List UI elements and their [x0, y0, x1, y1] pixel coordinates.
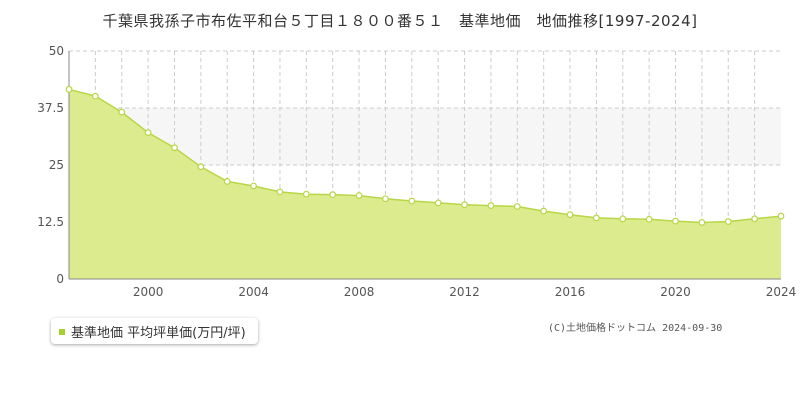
y-tick-label: 12.5 — [37, 215, 64, 229]
x-tick-label: 2024 — [766, 285, 797, 299]
data-point — [698, 219, 706, 226]
y-tick-label: 25 — [49, 158, 64, 172]
data-point — [408, 197, 416, 205]
legend[interactable]: 基準地価 平均坪単価(万円/坪) — [51, 318, 258, 344]
data-point — [645, 215, 653, 223]
data-point — [329, 191, 337, 199]
data-point — [751, 215, 759, 223]
x-tick-label: 2004 — [238, 285, 269, 299]
data-point — [513, 203, 521, 210]
legend-marker-icon — [59, 329, 65, 335]
data-point — [461, 201, 468, 209]
data-point — [619, 215, 627, 223]
data-point — [118, 108, 126, 116]
plot-band — [69, 108, 781, 165]
data-point — [487, 202, 495, 209]
data-point — [223, 178, 231, 185]
legend-label: 基準地価 平均坪単価(万円/坪) — [71, 325, 246, 341]
x-tick-label: 2008 — [344, 285, 375, 299]
data-point — [434, 199, 442, 207]
x-tick-label: 2012 — [449, 285, 480, 299]
x-tick-label: 2016 — [555, 285, 586, 299]
series-line — [68, 88, 782, 224]
data-point — [171, 144, 178, 152]
data-point — [250, 182, 257, 190]
data-point — [382, 195, 389, 203]
copyright-notice: (C)土地価格ドットコム 2024-09-30 — [548, 323, 723, 334]
y-tick-label: 0 — [56, 272, 64, 286]
x-tick-label: 2020 — [660, 285, 691, 299]
series-area — [69, 89, 781, 279]
data-point — [593, 214, 600, 222]
data-point — [777, 212, 785, 220]
data-point — [672, 217, 679, 225]
data-point — [197, 163, 205, 171]
y-tick-label: 37.5 — [37, 101, 64, 115]
data-point — [566, 211, 574, 219]
data-point — [540, 207, 548, 215]
data-point — [65, 85, 73, 93]
data-point — [724, 218, 732, 225]
data-point — [91, 92, 99, 100]
data-point — [355, 192, 363, 199]
data-point — [276, 188, 284, 196]
chart-title: 千葉県我孫子市布佐平和台５丁目１８００番５１ 基準地価 地価推移[1997-20… — [102, 12, 698, 30]
y-tick-label: 50 — [49, 44, 64, 58]
x-tick-label: 2000 — [133, 285, 164, 299]
data-point — [302, 190, 310, 198]
data-point — [144, 129, 152, 137]
